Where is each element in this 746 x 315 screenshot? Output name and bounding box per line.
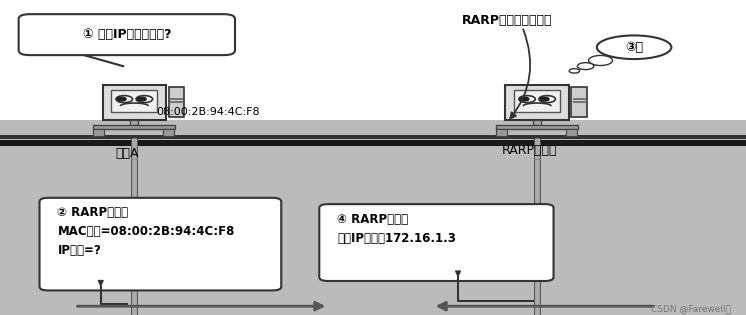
FancyBboxPatch shape: [573, 98, 586, 99]
FancyBboxPatch shape: [93, 124, 175, 129]
FancyBboxPatch shape: [111, 90, 157, 112]
FancyBboxPatch shape: [0, 140, 746, 146]
Text: RARP服务器持有信息: RARP服务器持有信息: [462, 14, 553, 27]
Circle shape: [518, 96, 536, 103]
Circle shape: [116, 96, 133, 103]
FancyBboxPatch shape: [40, 198, 281, 290]
FancyBboxPatch shape: [565, 129, 577, 136]
FancyBboxPatch shape: [0, 159, 746, 315]
FancyBboxPatch shape: [0, 120, 746, 159]
FancyBboxPatch shape: [170, 101, 183, 102]
Text: ① 我的IP地址是什么?: ① 我的IP地址是什么?: [83, 28, 171, 41]
Circle shape: [569, 69, 580, 73]
FancyBboxPatch shape: [571, 87, 587, 117]
FancyBboxPatch shape: [169, 87, 184, 117]
Circle shape: [577, 63, 594, 70]
Circle shape: [136, 96, 153, 103]
FancyBboxPatch shape: [163, 129, 175, 136]
FancyBboxPatch shape: [170, 98, 183, 99]
FancyBboxPatch shape: [573, 101, 586, 102]
Text: 你的IP地址是172.16.1.3: 你的IP地址是172.16.1.3: [337, 232, 456, 244]
Text: RARP服务器: RARP服务器: [502, 144, 557, 157]
FancyBboxPatch shape: [496, 124, 578, 129]
Circle shape: [589, 55, 612, 66]
Text: ④ RARP响应包: ④ RARP响应包: [337, 213, 408, 226]
FancyBboxPatch shape: [319, 204, 554, 281]
Ellipse shape: [597, 36, 671, 59]
FancyBboxPatch shape: [93, 129, 104, 136]
FancyBboxPatch shape: [102, 85, 166, 120]
Text: IP地址=?: IP地址=?: [57, 244, 101, 257]
FancyBboxPatch shape: [533, 120, 541, 124]
Circle shape: [540, 97, 549, 101]
FancyBboxPatch shape: [0, 0, 746, 120]
Text: 08:00:2B:94:4C:F8: 08:00:2B:94:4C:F8: [157, 107, 260, 117]
FancyBboxPatch shape: [19, 14, 235, 55]
FancyBboxPatch shape: [514, 90, 560, 112]
Text: CSDN @Farewell栗: CSDN @Farewell栗: [651, 304, 731, 313]
FancyBboxPatch shape: [131, 120, 138, 124]
Circle shape: [539, 96, 556, 103]
Text: ③！: ③！: [625, 41, 643, 54]
Text: MAC地址=08:00:2B:94:4C:F8: MAC地址=08:00:2B:94:4C:F8: [57, 225, 235, 238]
Circle shape: [117, 97, 126, 101]
FancyBboxPatch shape: [496, 129, 507, 136]
Circle shape: [137, 97, 146, 101]
FancyBboxPatch shape: [0, 135, 746, 139]
Text: ② RARP请求包: ② RARP请求包: [57, 206, 128, 219]
Circle shape: [520, 97, 529, 101]
FancyBboxPatch shape: [506, 85, 568, 120]
Text: 主机A: 主机A: [115, 147, 139, 160]
